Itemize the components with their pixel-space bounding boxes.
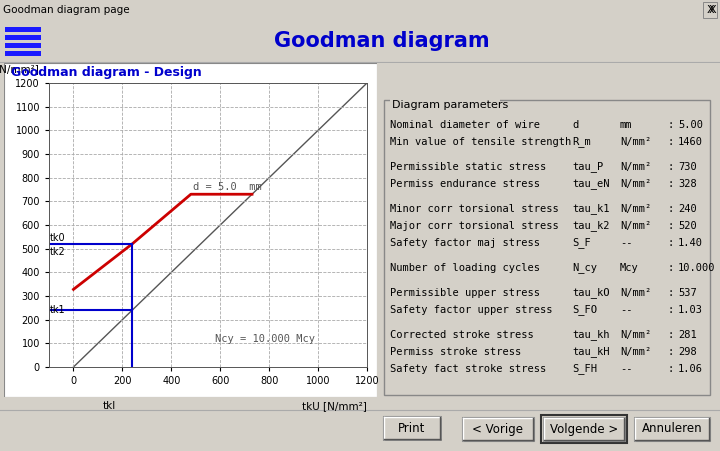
Text: 1460: 1460 [678, 137, 703, 147]
Bar [5, 27, 41, 32]
Text: :: : [667, 137, 673, 147]
Text: :: : [667, 288, 673, 298]
Text: Permiss stroke stress: Permiss stroke stress [390, 347, 521, 357]
Bar [634, 417, 710, 441]
Text: tau_eN: tau_eN [572, 179, 610, 189]
Bar [703, 2, 717, 18]
Text: Safety factor upper stress: Safety factor upper stress [390, 305, 552, 315]
Text: :: : [667, 120, 673, 130]
Text: :: : [667, 347, 673, 357]
Bar [462, 417, 534, 441]
Text: N/mm²: N/mm² [620, 137, 652, 147]
Text: --: -- [620, 364, 632, 374]
Text: 1.06: 1.06 [678, 364, 703, 374]
Text: Annuleren: Annuleren [642, 423, 702, 436]
Text: Major corr torsional stress: Major corr torsional stress [390, 221, 559, 231]
Text: tau_P: tau_P [572, 161, 603, 172]
Text: Permissible upper stress: Permissible upper stress [390, 288, 540, 298]
Text: N/mm²: N/mm² [620, 347, 652, 357]
Text: d: d [572, 120, 578, 130]
Text: Number of loading cycles: Number of loading cycles [390, 263, 540, 273]
Bar [390, 98, 500, 111]
Text: Diagram parameters: Diagram parameters [392, 100, 508, 110]
Text: 537: 537 [678, 288, 697, 298]
Text: :: : [667, 263, 673, 273]
Text: tk2: tk2 [50, 247, 66, 257]
Text: 10.000: 10.000 [678, 263, 716, 273]
Text: 1.03: 1.03 [678, 305, 703, 315]
Text: Permissible static stress: Permissible static stress [390, 162, 546, 172]
Text: tkU [N/mm²]: tkU [N/mm²] [302, 401, 367, 411]
Text: N_cy: N_cy [572, 262, 597, 273]
Text: tkl: tkl [103, 401, 116, 411]
Text: N/mm²: N/mm² [620, 162, 652, 172]
Text: tau_k1: tau_k1 [572, 203, 610, 215]
Text: Corrected stroke stress: Corrected stroke stress [390, 330, 534, 340]
Text: Minor corr torsional stress: Minor corr torsional stress [390, 204, 559, 214]
Text: :: : [667, 204, 673, 214]
Text: 520: 520 [678, 221, 697, 231]
Text: tau_kh: tau_kh [572, 330, 610, 341]
Text: Permiss endurance stress: Permiss endurance stress [390, 179, 540, 189]
Text: 730: 730 [678, 162, 697, 172]
Text: :: : [667, 238, 673, 248]
Text: Nominal diameter of wire: Nominal diameter of wire [390, 120, 540, 130]
Text: tk0: tk0 [50, 233, 66, 243]
Bar [5, 35, 41, 40]
Text: :: : [667, 221, 673, 231]
Text: --: -- [620, 238, 632, 248]
Text: :: : [667, 364, 673, 374]
Text: tau_k2: tau_k2 [572, 221, 610, 231]
Text: R_m: R_m [572, 137, 590, 147]
Text: Volgende >: Volgende > [550, 423, 618, 436]
Text: N/mm²: N/mm² [620, 179, 652, 189]
Bar [5, 51, 41, 56]
Text: mm: mm [620, 120, 632, 130]
Text: 5.00: 5.00 [678, 120, 703, 130]
Bar [384, 100, 710, 395]
Text: N/mm²: N/mm² [620, 204, 652, 214]
Text: [N/mm²]: [N/mm²] [0, 64, 39, 74]
Text: --: -- [620, 305, 632, 315]
Text: Ncy = 10.000 Mcy: Ncy = 10.000 Mcy [215, 334, 315, 344]
Text: X: X [706, 5, 714, 15]
Text: :: : [667, 305, 673, 315]
Text: N/mm²: N/mm² [620, 221, 652, 231]
Text: d = 5.0  mm: d = 5.0 mm [194, 182, 262, 192]
Text: 1.40: 1.40 [678, 238, 703, 248]
Text: X: X [708, 5, 716, 15]
Bar [543, 417, 625, 441]
Text: 328: 328 [678, 179, 697, 189]
Text: 281: 281 [678, 330, 697, 340]
Text: 240: 240 [678, 204, 697, 214]
Text: tau_kH: tau_kH [572, 346, 610, 358]
Text: Goodman diagram - Design: Goodman diagram - Design [11, 66, 202, 79]
Text: 298: 298 [678, 347, 697, 357]
Text: Safety fact stroke stress: Safety fact stroke stress [390, 364, 546, 374]
Text: Print: Print [398, 422, 426, 434]
Text: :: : [667, 330, 673, 340]
Bar [5, 43, 41, 48]
Text: N/mm²: N/mm² [620, 330, 652, 340]
Text: Min value of tensile strength: Min value of tensile strength [390, 137, 571, 147]
Text: S_FO: S_FO [572, 304, 597, 315]
Text: S_FH: S_FH [572, 364, 597, 374]
Text: tk1: tk1 [50, 305, 66, 315]
Text: Goodman diagram page: Goodman diagram page [3, 5, 130, 15]
Bar [541, 415, 627, 443]
Text: N/mm²: N/mm² [620, 288, 652, 298]
Text: Safety factor maj stress: Safety factor maj stress [390, 238, 540, 248]
Text: Goodman diagram: Goodman diagram [274, 31, 490, 51]
Text: < Vorige: < Vorige [472, 423, 523, 436]
Text: Mcy: Mcy [620, 263, 639, 273]
Text: :: : [667, 179, 673, 189]
Text: S_F: S_F [572, 238, 590, 249]
Text: :: : [667, 162, 673, 172]
Text: tau_kO: tau_kO [572, 288, 610, 299]
